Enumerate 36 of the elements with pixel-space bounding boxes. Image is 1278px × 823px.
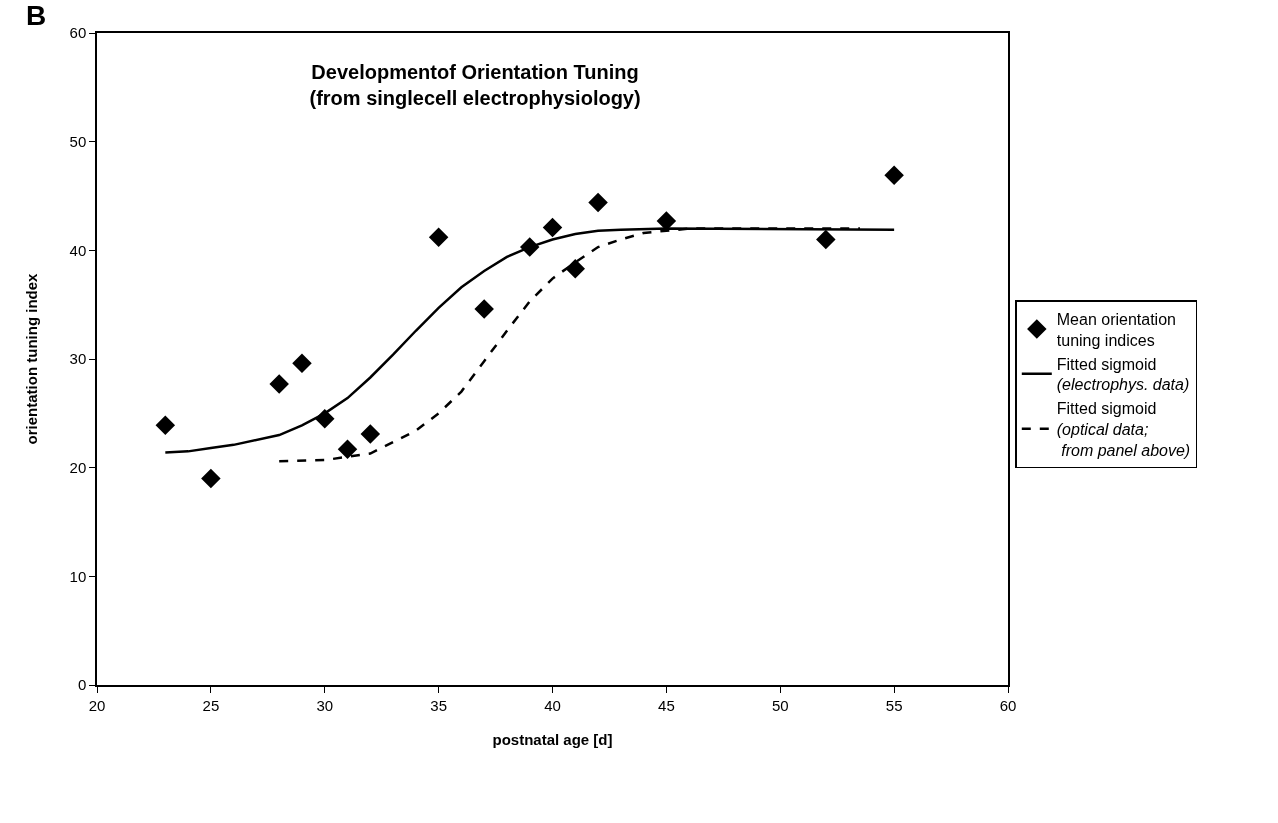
point <box>816 229 836 250</box>
point <box>565 259 586 279</box>
legend-label: Fitted sigmoid (optical data; from panel above) <box>1056 400 1191 459</box>
x-axis-title: postnatal age [d] <box>492 731 613 749</box>
legend-label: Mean orientation tuning indices <box>1056 310 1176 349</box>
x-tick-label: 20 <box>88 696 106 714</box>
x-tick-label: 55 <box>885 696 903 714</box>
y-tick-label: 50 <box>69 132 87 150</box>
x-tick-label: 45 <box>658 696 675 714</box>
point <box>884 165 904 186</box>
x-tick-label: 25 <box>202 696 220 714</box>
point <box>542 217 563 238</box>
y-tick-label: 60 <box>69 24 87 42</box>
y-axis-title: orientation tuning index <box>23 272 41 445</box>
point <box>155 415 176 436</box>
point <box>201 468 221 489</box>
x-tick-label: 50 <box>771 696 789 714</box>
legend-label: Fitted sigmoid (electrophys. data) <box>1056 355 1190 394</box>
point <box>588 192 608 213</box>
text: B <box>26 0 47 31</box>
y-tick-label: 30 <box>69 350 87 368</box>
y-tick-label: 10 <box>69 567 87 585</box>
x-tick-label: 30 <box>316 696 334 714</box>
y-tick-label: 20 <box>69 458 87 476</box>
point <box>337 439 358 459</box>
point <box>292 353 312 374</box>
point <box>269 374 289 394</box>
point <box>360 424 381 444</box>
x-tick-label: 40 <box>544 696 561 714</box>
y-tick-label: 0 <box>77 676 87 694</box>
point <box>474 299 494 319</box>
x-tick-label: 35 <box>430 696 447 714</box>
x-tick-label: 60 <box>999 696 1017 714</box>
text: Developmentof Orientation Tuning (from singlecell electrophysiology) <box>309 60 641 109</box>
y-tick-label: 40 <box>69 241 87 259</box>
point <box>428 227 449 248</box>
